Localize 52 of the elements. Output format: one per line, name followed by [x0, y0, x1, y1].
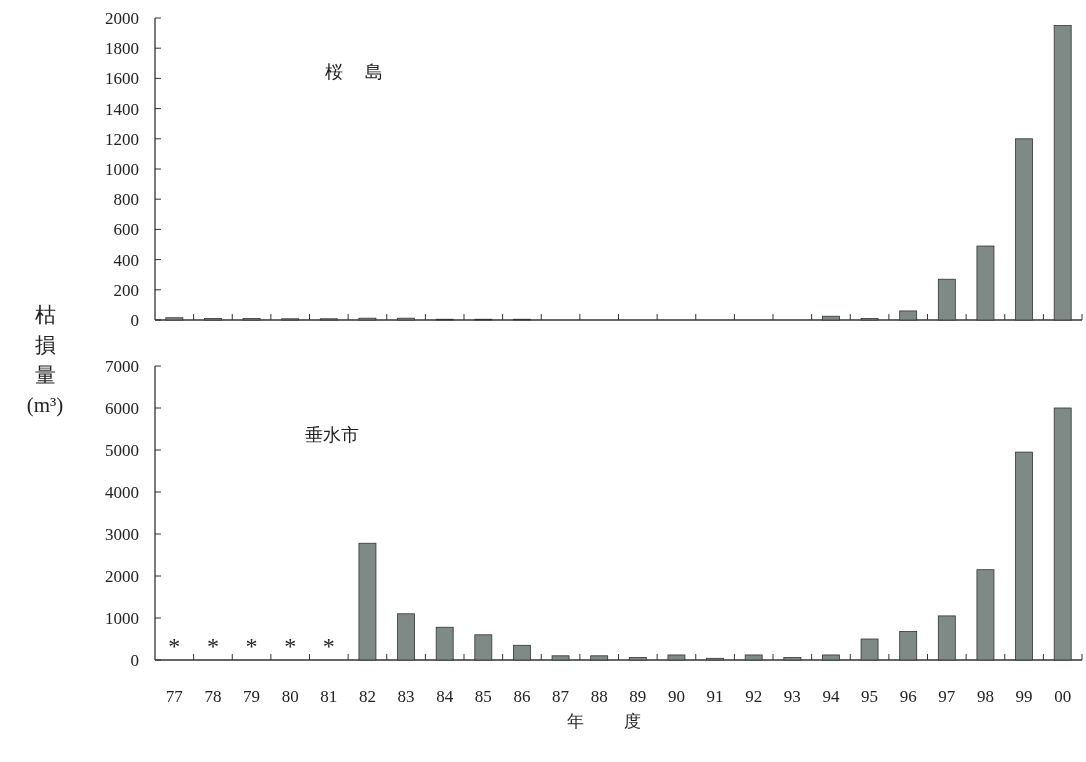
- x-tick-label: 80: [281, 687, 299, 706]
- annotation: *: [322, 633, 335, 659]
- y-tick-label: 2000: [105, 567, 139, 586]
- x-tick-label: 96: [899, 687, 917, 706]
- x-tick-label: 95: [861, 687, 879, 706]
- x-tick-label: 84: [436, 687, 454, 706]
- x-tick-label: 81: [320, 687, 338, 706]
- y-tick-label: 400: [113, 250, 139, 270]
- x-tick-label: 98: [976, 687, 994, 706]
- x-tick-label: 92: [745, 687, 763, 706]
- y-tick-label: 600: [113, 220, 139, 240]
- x-tick-label: 86: [513, 687, 531, 706]
- y-tick-label: 1200: [105, 129, 139, 149]
- y-tick-label: 1800: [105, 39, 139, 59]
- y-tick-label: 5000: [105, 441, 139, 460]
- annotation: *: [206, 633, 219, 659]
- x-tick-label: 94: [822, 687, 840, 706]
- x-tick-label: 97: [938, 687, 956, 706]
- y-tick-label: 1000: [105, 160, 139, 179]
- y-tick-label: 7000: [105, 357, 139, 376]
- y-tick-label: 1600: [105, 69, 139, 89]
- x-axis-title: 年度: [566, 712, 681, 731]
- annotation: *: [284, 633, 297, 659]
- y-tick-label: 200: [113, 280, 139, 300]
- text: 桜島: [325, 62, 405, 82]
- annotation: *: [245, 633, 258, 659]
- x-tick-label: 88: [590, 687, 608, 706]
- y-tick-label: 3000: [105, 525, 139, 544]
- y-axis-title: 枯損量(m³): [26, 303, 64, 417]
- y-tick-label: 2000: [105, 9, 139, 28]
- x-tick-label: 87: [552, 687, 570, 706]
- x-tick-label: 90: [667, 687, 685, 706]
- x-tick-label: 82: [358, 687, 376, 706]
- y-tick-label: 0: [130, 651, 139, 670]
- x-tick-label: 93: [783, 687, 801, 706]
- y-tick-label: 1000: [105, 609, 139, 628]
- x-tick-label: 99: [1015, 687, 1033, 706]
- y-tick-label: 4000: [105, 483, 139, 502]
- y-tick-label: 1400: [105, 99, 139, 119]
- x-tick-label: 77: [165, 687, 184, 706]
- y-tick-label: 800: [113, 190, 139, 210]
- x-tick-label: 83: [397, 687, 415, 706]
- text: 垂水市: [305, 425, 359, 445]
- x-tick-label: 85: [474, 687, 492, 706]
- x-tick-label: 00: [1054, 687, 1072, 706]
- x-tick-label: 89: [629, 687, 647, 706]
- y-tick-label: 0: [130, 311, 139, 330]
- x-tick-label: 91: [706, 687, 724, 706]
- y-tick-label: 6000: [105, 399, 139, 418]
- x-tick-label: 79: [243, 687, 261, 706]
- annotation: *: [168, 633, 181, 659]
- x-tick-label: 78: [204, 687, 222, 706]
